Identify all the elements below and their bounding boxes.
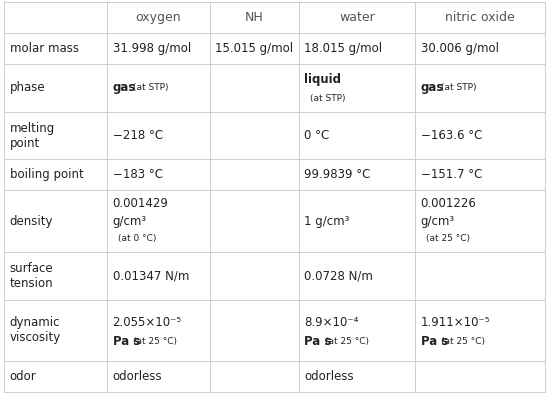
Text: odorless: odorless — [305, 370, 354, 383]
Text: 31.998 g/mol: 31.998 g/mol — [112, 42, 191, 55]
Text: 0.0728 N/m: 0.0728 N/m — [305, 269, 373, 282]
Text: −183 °C: −183 °C — [112, 168, 163, 181]
Text: 0.01347 N/m: 0.01347 N/m — [112, 269, 189, 282]
Text: 15.015 g/mol: 15.015 g/mol — [215, 42, 293, 55]
Text: 99.9839 °C: 99.9839 °C — [305, 168, 371, 181]
Text: 1 g/cm³: 1 g/cm³ — [305, 215, 350, 228]
Text: density: density — [10, 215, 54, 228]
Text: g/cm³: g/cm³ — [420, 215, 455, 228]
Text: (at 25 °C): (at 25 °C) — [441, 336, 485, 346]
Text: −218 °C: −218 °C — [112, 129, 163, 142]
Text: oxygen: oxygen — [135, 11, 181, 24]
Text: dynamic
viscosity: dynamic viscosity — [10, 316, 61, 344]
Text: odor: odor — [10, 370, 37, 383]
Text: (at 0 °C): (at 0 °C) — [118, 234, 156, 243]
Text: NH: NH — [245, 11, 264, 24]
Text: phase: phase — [10, 81, 45, 94]
Text: −151.7 °C: −151.7 °C — [420, 168, 482, 181]
Text: 18.015 g/mol: 18.015 g/mol — [305, 42, 383, 55]
Text: 0.001429: 0.001429 — [112, 197, 168, 210]
Text: 0 °C: 0 °C — [305, 129, 330, 142]
Text: (at STP): (at STP) — [441, 83, 477, 92]
Text: odorless: odorless — [112, 370, 162, 383]
Text: gas: gas — [112, 81, 136, 94]
Text: Pa s: Pa s — [420, 335, 448, 348]
Text: liquid: liquid — [305, 72, 341, 85]
Text: 2.055×10⁻⁵: 2.055×10⁻⁵ — [112, 316, 182, 329]
Text: (at 25 °C): (at 25 °C) — [325, 336, 369, 346]
Text: melting
point: melting point — [10, 122, 55, 150]
Text: 1.911×10⁻⁵: 1.911×10⁻⁵ — [420, 316, 490, 329]
Text: Pa s: Pa s — [305, 335, 332, 348]
Text: surface
tension: surface tension — [10, 262, 54, 290]
Text: gas: gas — [420, 81, 444, 94]
Text: (at STP): (at STP) — [133, 83, 169, 92]
Text: molar mass: molar mass — [10, 42, 79, 55]
Text: (at 25 °C): (at 25 °C) — [426, 234, 470, 243]
Text: −163.6 °C: −163.6 °C — [420, 129, 482, 142]
Text: (at STP): (at STP) — [310, 94, 346, 103]
Text: 30.006 g/mol: 30.006 g/mol — [420, 42, 498, 55]
Text: g/cm³: g/cm³ — [112, 215, 147, 228]
Text: (at 25 °C): (at 25 °C) — [133, 336, 177, 346]
Text: water: water — [339, 11, 375, 24]
Text: 8.9×10⁻⁴: 8.9×10⁻⁴ — [305, 316, 359, 329]
Text: 0.001226: 0.001226 — [420, 197, 477, 210]
Text: Pa s: Pa s — [112, 335, 140, 348]
Text: boiling point: boiling point — [10, 168, 84, 181]
Text: nitric oxide: nitric oxide — [445, 11, 515, 24]
